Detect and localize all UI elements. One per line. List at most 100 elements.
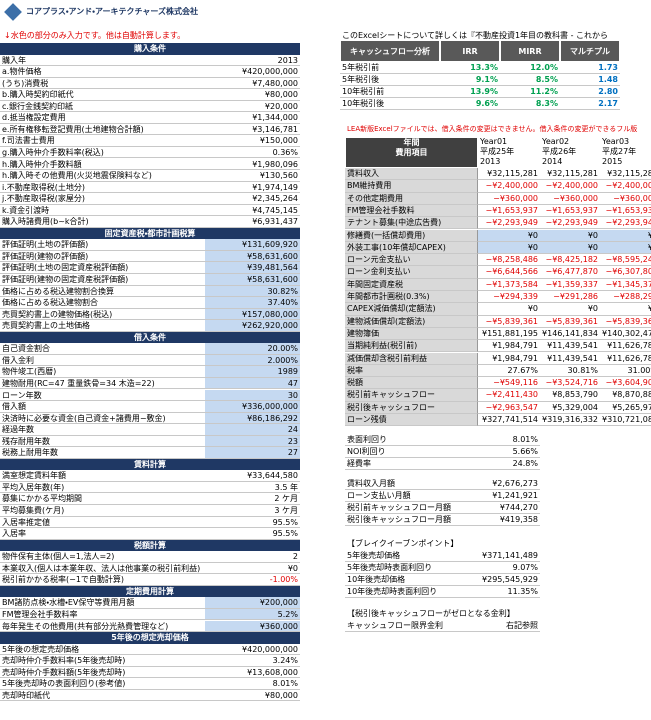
header-line: 年間	[403, 138, 420, 147]
row-label: FM管理会社手数料率	[0, 609, 205, 621]
row-value: ¥86,186,292	[205, 412, 300, 425]
cashflow-value: ¥327,741,514	[478, 414, 540, 427]
metric-value: ¥295,545,929	[478, 574, 540, 586]
cashflow-label: 税額	[345, 377, 478, 390]
section-header: 借入条件	[0, 331, 300, 344]
cashflow-value: ¥32,115,281	[540, 168, 600, 181]
cashflow-value: ¥1,984,791	[478, 353, 540, 365]
logo	[4, 3, 22, 21]
row-label: BM諸防点検・水槽・EV保守等費用月額	[0, 597, 205, 609]
row-label: 価格に占める税込建物割合	[0, 297, 205, 309]
cashflow-label: ローン元金支払い	[345, 254, 478, 267]
cashflow-value: ¥0	[540, 241, 600, 255]
cashflow-label: 当期純利益(税引前)	[345, 340, 478, 353]
cashflow-value: −¥1,373,584	[478, 279, 540, 291]
section-header: 固定資産税・都市計画税算	[0, 227, 300, 240]
cashflow-value: −¥5,839,361	[478, 316, 540, 328]
row-label: 5年後の想定売却価格	[0, 644, 205, 656]
cashflow-header: Year03 平成27年 2015	[600, 137, 651, 168]
analysis-label: 5年税引後	[340, 74, 440, 86]
cashflow-value: 30.81%	[540, 365, 600, 378]
row-label: 平均入居年数(年)	[0, 482, 205, 494]
cashflow-label: 建物簿価	[345, 327, 478, 341]
row-value: ¥336,000,000	[205, 401, 300, 413]
cashflow-value: ¥32,115,281	[600, 168, 651, 181]
row-value: 3 ケ月	[205, 505, 300, 517]
cashflow-value: −¥2,293,949	[600, 217, 651, 230]
cashflow-value: ¥0	[600, 229, 651, 242]
header-line: 費用項目	[395, 148, 428, 157]
section-header: 税額計算	[0, 539, 300, 552]
row-label: c.銀行金銭契約印紙	[0, 101, 205, 113]
row-label: i.不動産取得税(土地分)	[0, 182, 205, 194]
cashflow-value: ¥310,721,087	[600, 414, 651, 427]
row-label: 平均募集費(ケ月)	[0, 505, 205, 517]
cashflow-label: その他定期費用	[345, 192, 478, 205]
row-label: 物件竣工(西暦)	[0, 366, 205, 378]
analysis-header: マルチプル	[560, 40, 620, 62]
row-value: 23	[205, 435, 300, 448]
row-value: 5.2%	[205, 608, 300, 621]
row-label: 購入年	[0, 55, 205, 67]
cashflow-value: −¥1,653,937	[600, 205, 651, 218]
row-label: 残存耐用年数	[0, 436, 205, 448]
analysis-header: MIRR	[500, 40, 560, 62]
row-value: 37.40%	[205, 297, 300, 309]
row-value: 1989	[205, 366, 300, 378]
row-value: ¥262,920,000	[205, 320, 300, 332]
cashflow-value: 31.00%	[600, 365, 651, 378]
cashflow-value: ¥8,870,880	[600, 389, 651, 402]
metric-value: ¥744,270	[478, 502, 540, 514]
header-line: Year02	[542, 137, 570, 146]
metric-value: 右記参照	[478, 620, 540, 632]
cashflow-value: −¥360,000	[478, 193, 540, 205]
row-label: 5年後売却時の表面利回り(参考値)	[0, 678, 205, 690]
cashflow-value: −¥2,411,430	[478, 389, 540, 402]
cashflow-value: −¥288,293	[600, 291, 651, 304]
row-value: -1.00%	[205, 574, 300, 586]
row-label: 入居率推定値	[0, 517, 205, 529]
row-label: (うち)消費税	[0, 78, 205, 90]
cashflow-value: −¥2,293,949	[540, 217, 600, 230]
cashflow-label: 税引後キャッシュフロー	[345, 401, 478, 414]
row-label: h.購入時その他費用(火災地震保険料など)	[0, 170, 205, 182]
cashflow-header: Year02 平成26年 2014	[540, 137, 600, 168]
cashflow-value: −¥2,963,547	[478, 402, 540, 414]
cashflow-value: ¥32,115,281	[478, 168, 540, 181]
cashflow-value: −¥5,839,361	[600, 316, 651, 328]
row-label: 売買契約書上の建物価格(税込)	[0, 309, 205, 321]
row-label: h.購入時仲介手数料額	[0, 159, 205, 171]
cashflow-value: −¥6,644,566	[478, 266, 540, 279]
row-value: ¥58,631,600	[205, 274, 300, 286]
row-value: 2	[205, 551, 300, 563]
section-header: 賃料計算	[0, 458, 300, 471]
analysis-value: 2.17	[560, 98, 620, 110]
analysis-value: 8.5%	[500, 74, 560, 86]
row-value: ¥58,631,600	[205, 250, 300, 263]
cashflow-label: ローン残債	[345, 414, 478, 427]
block-title: 【税引後キャッシュフローがゼロとなる金利】	[347, 609, 515, 618]
row-label: a.物件価格	[0, 66, 205, 78]
header-line: 平成27年	[602, 147, 637, 156]
metric-value: ¥1,241,921	[478, 490, 540, 502]
cashflow-value: −¥8,595,245	[600, 254, 651, 267]
metric-label: 10年後売却価格	[345, 574, 478, 586]
row-label: 評価証明(建物の評価額)	[0, 251, 205, 263]
metric-label: 5年後売却時表面利回り	[345, 562, 478, 574]
row-value: ¥20,000	[205, 101, 300, 113]
metric-value: ¥371,141,489	[478, 550, 540, 562]
row-value: 30.82%	[205, 285, 300, 298]
cashflow-label: FM管理会社手数料	[345, 204, 478, 218]
cashflow-label: ローン金利支払い	[345, 266, 478, 279]
row-label: 借入額	[0, 401, 205, 413]
row-value: 3.24%	[205, 655, 300, 667]
row-value: 24	[205, 424, 300, 436]
analysis-value: 2.80	[560, 86, 620, 98]
row-value: ¥131,609,920	[205, 239, 300, 251]
cashflow-label: テナント募集(中途広告費)	[345, 217, 478, 230]
cashflow-value: −¥6,307,807	[600, 266, 651, 279]
row-label: 借入金利	[0, 355, 205, 367]
metric-label: 5年後売却価格	[345, 550, 478, 562]
cashflow-value: −¥1,345,370	[600, 279, 651, 291]
cashflow-label: 年間固定資産税	[345, 278, 478, 291]
